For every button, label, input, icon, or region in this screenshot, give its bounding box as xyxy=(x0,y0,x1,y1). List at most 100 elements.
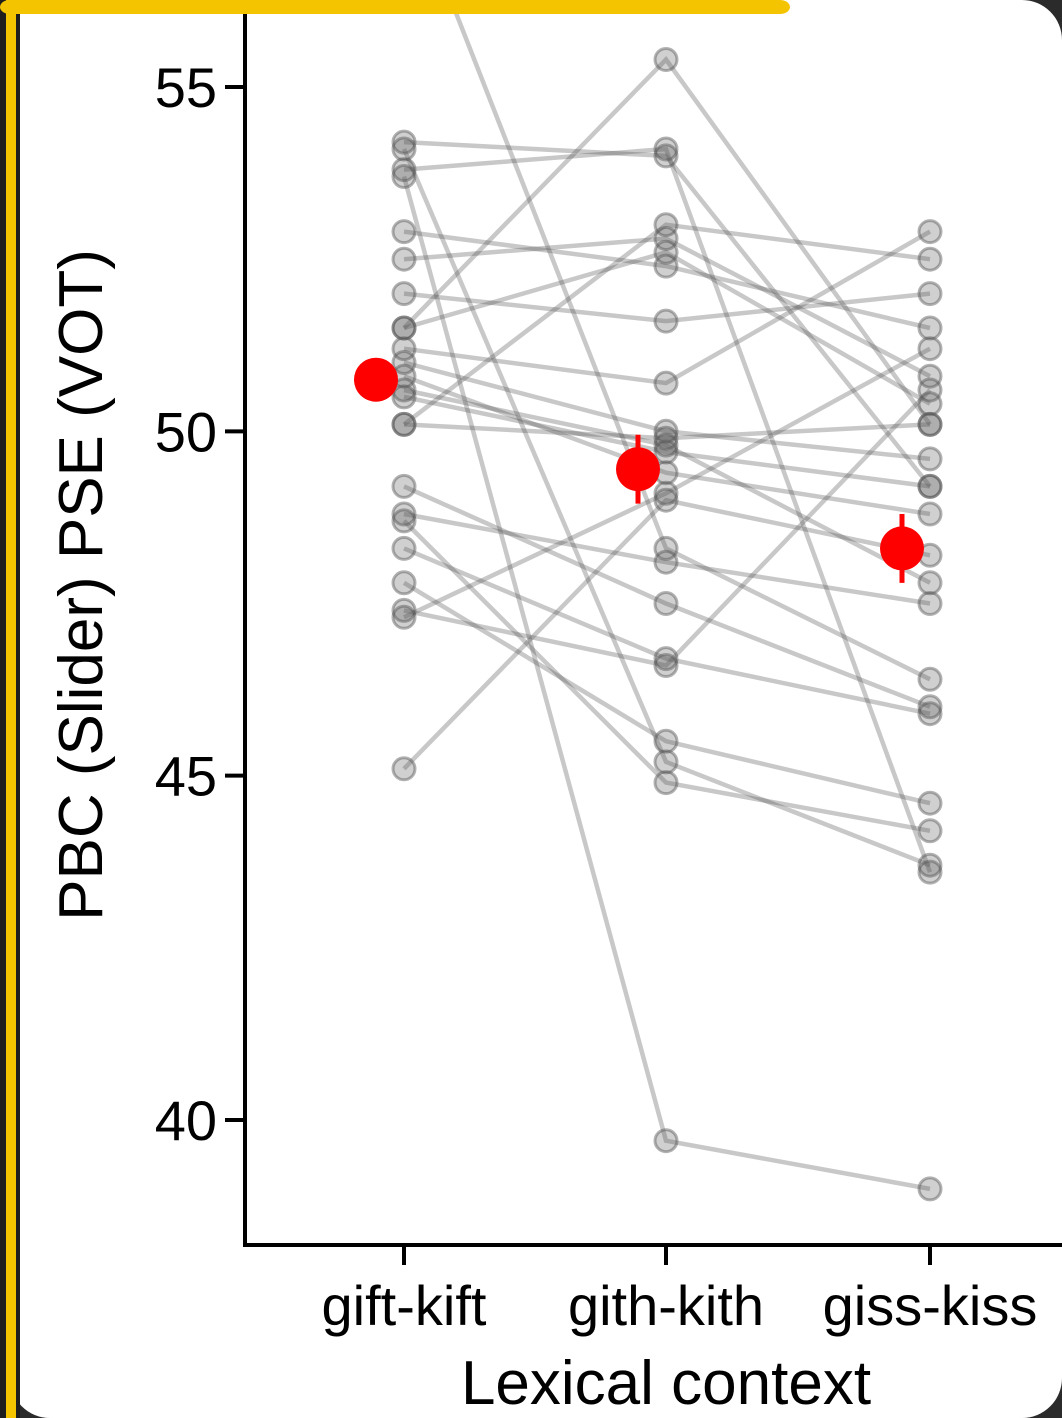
individual-point xyxy=(917,790,943,816)
individual-line xyxy=(403,394,931,489)
individual-point xyxy=(653,226,679,251)
individual-line xyxy=(403,229,931,331)
individual-point xyxy=(391,246,417,272)
individual-point xyxy=(653,749,679,775)
individual-point xyxy=(917,570,943,596)
individual-line xyxy=(403,374,931,517)
individual-line xyxy=(403,249,932,406)
individual-line xyxy=(403,229,932,386)
individual-point xyxy=(653,143,679,169)
individual-point xyxy=(653,535,679,561)
individual-point xyxy=(917,473,943,499)
individual-point xyxy=(917,336,943,362)
individual-line xyxy=(403,387,932,585)
individual-line xyxy=(402,222,931,427)
individual-line xyxy=(403,146,933,873)
individual-point xyxy=(391,350,417,375)
x-axis-label: Lexical context xyxy=(461,1349,871,1418)
individual-point xyxy=(917,446,943,472)
individual-point xyxy=(653,480,679,506)
individual-line xyxy=(401,148,931,868)
y-tick-label: 50 xyxy=(155,400,217,463)
individual-point xyxy=(917,591,943,616)
individual-point xyxy=(391,164,417,189)
individual-point xyxy=(391,336,417,362)
individual-point xyxy=(653,212,679,238)
individual-line xyxy=(403,484,931,709)
individual-point xyxy=(653,136,679,162)
individual-line xyxy=(403,291,931,324)
individual-point xyxy=(391,384,417,410)
individual-point xyxy=(391,411,417,437)
individual-point xyxy=(391,473,417,499)
individual-point xyxy=(917,1176,943,1202)
individual-point xyxy=(653,487,679,513)
individual-line xyxy=(403,388,932,668)
individual-point xyxy=(917,391,943,417)
top-border-accent xyxy=(0,0,790,14)
individual-point xyxy=(653,418,679,444)
individual-line xyxy=(403,236,932,379)
individual-line xyxy=(402,497,931,771)
individual-point xyxy=(391,281,417,307)
individual-point xyxy=(391,411,417,437)
individual-point xyxy=(917,859,943,885)
individual-point xyxy=(391,136,417,162)
individual-point xyxy=(391,315,417,341)
individual-point xyxy=(391,570,417,596)
individual-line xyxy=(403,360,931,462)
individual-line xyxy=(402,519,931,834)
individual-point xyxy=(391,129,417,155)
individual-point xyxy=(391,535,417,561)
individual-point xyxy=(391,604,417,630)
individual-point xyxy=(917,411,943,437)
individual-line xyxy=(403,346,932,620)
individual-point xyxy=(653,239,679,265)
individual-point xyxy=(391,508,417,534)
individual-point xyxy=(653,653,679,678)
individual-line xyxy=(403,422,931,441)
individual-point xyxy=(391,597,417,623)
individual-line xyxy=(448,0,931,682)
individual-point xyxy=(917,246,943,272)
individual-point xyxy=(391,219,417,245)
individual-point xyxy=(653,1128,679,1154)
individual-point xyxy=(653,425,679,451)
individual-point xyxy=(917,694,943,720)
plot-area xyxy=(354,0,943,1202)
individual-point xyxy=(917,377,943,403)
individual-line xyxy=(403,546,931,716)
individual-line xyxy=(402,580,931,806)
individual-point xyxy=(917,363,943,389)
individual-point xyxy=(391,756,417,782)
individual-point xyxy=(653,370,679,396)
individual-point xyxy=(391,315,417,341)
individual-point xyxy=(653,549,679,575)
individual-point xyxy=(917,818,943,844)
mean-point xyxy=(616,447,660,492)
x-tick-label: gift-kift xyxy=(322,1274,487,1337)
panel-background xyxy=(10,0,1062,1418)
y-tick-label: 45 xyxy=(155,745,217,808)
individual-line xyxy=(402,56,932,426)
individual-point xyxy=(917,219,943,245)
individual-point xyxy=(653,646,679,672)
individual-point xyxy=(653,47,679,72)
individual-point xyxy=(917,473,943,499)
individual-point xyxy=(391,157,417,183)
individual-line xyxy=(401,175,931,1192)
left-border-accent xyxy=(6,0,16,1418)
individual-point xyxy=(653,253,679,279)
mean-point xyxy=(880,526,924,571)
y-tick-label: 40 xyxy=(155,1089,217,1152)
individual-point xyxy=(917,501,943,527)
individual-point xyxy=(653,728,679,754)
individual-point xyxy=(653,591,679,616)
individual-point xyxy=(917,281,943,307)
individual-point xyxy=(917,315,943,341)
y-tick-label: 55 xyxy=(155,56,217,119)
individual-point xyxy=(653,432,679,458)
